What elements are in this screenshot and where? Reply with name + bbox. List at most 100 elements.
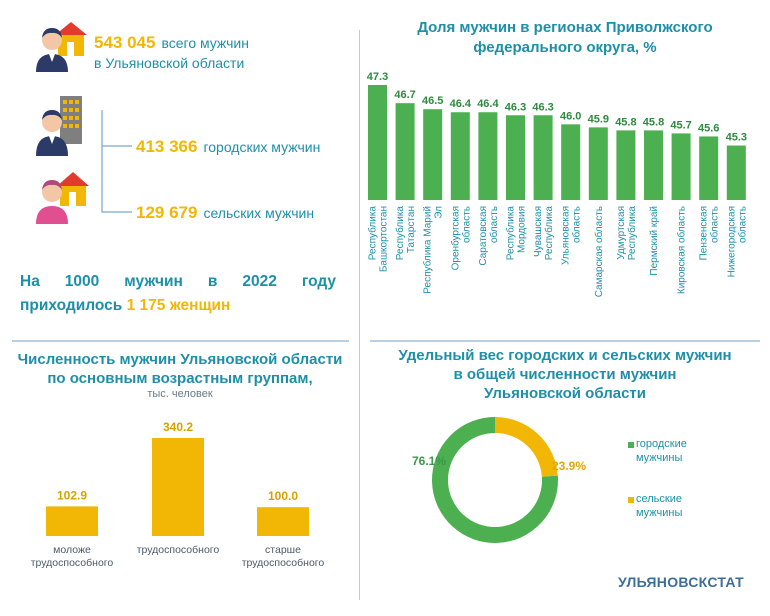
legend-rural: сельские мужчины — [636, 492, 682, 520]
region-category-label: Кировская область — [676, 206, 688, 294]
region-bar — [478, 112, 498, 200]
age-bar-chart: 102.9 моложе трудоспособного 340.2 трудоспос… — [31, 420, 325, 569]
women-ratio-statement: На 1000 мужчин в 2022 году приходилось 1… — [20, 270, 336, 318]
ratio-value: 1 175 женщин — [126, 297, 231, 314]
region-bar — [368, 85, 387, 200]
legend-urban: городские мужчины — [636, 437, 687, 465]
region-bar — [699, 136, 719, 200]
man-building-icon — [36, 96, 82, 156]
region-category-label: Самарская область — [593, 206, 605, 297]
region-category-label: Удмуртская Республика — [616, 206, 638, 261]
region-category-label: Республика Марий Эл — [422, 206, 445, 294]
region-category-label: Пермский край — [649, 206, 660, 276]
region-category-label: Оренбургская область — [449, 206, 472, 270]
region-bar — [506, 115, 525, 200]
region-category-line: Кировская область — [676, 206, 688, 294]
region-category-label: Республика Мордовия — [505, 206, 528, 261]
region-category-line: область — [460, 206, 472, 243]
age-category-label: старше — [265, 544, 301, 556]
legend-urban-line-2: мужчины — [636, 452, 683, 464]
donut-slice — [432, 417, 558, 543]
region-value-label: 45.3 — [726, 132, 747, 144]
region-category-line: область — [571, 206, 583, 243]
age-bar — [257, 507, 309, 536]
region-category-line: Нижегородская — [726, 206, 737, 277]
age-chart-title: Численность мужчин Ульяновской области п… — [0, 350, 360, 388]
rural-men-number: 129 679 — [136, 203, 198, 222]
region-category-line: Саратовская — [478, 206, 489, 266]
region-value-label: 46.3 — [505, 101, 526, 113]
region-category-label: Ульяновская область — [561, 206, 583, 265]
urban-men-text: городских мужчин — [203, 139, 321, 155]
region-bar — [726, 145, 746, 200]
region-value-label: 46.4 — [477, 98, 499, 110]
age-value-label: 102.9 — [57, 488, 87, 502]
region-category-line: область — [736, 206, 748, 243]
region-bar — [423, 109, 443, 200]
region-category-line: Чувашская — [533, 206, 544, 257]
share-title-line-1: Удельный вес городских и сельских мужчин — [398, 347, 732, 364]
region-category-label: Республика Башкортостан — [367, 206, 390, 273]
man-house-icon — [36, 22, 87, 72]
age-title-line-1: Численность мужчин Ульяновской области — [17, 351, 343, 368]
rosstat-footer-logo: УЛЬЯНОВСКСТАТ — [618, 574, 744, 590]
legend-urban-swatch — [628, 442, 634, 448]
total-men-line-2: в Ульяновской области — [94, 55, 244, 71]
region-bar — [533, 115, 553, 200]
region-category-line: Республика — [394, 206, 406, 261]
total-men-number: 543 045 — [94, 33, 156, 52]
region-bar — [395, 103, 415, 200]
regions-title-line-1: Доля мужчин в регионах Приволжского — [417, 19, 713, 36]
rural-men-text: сельских мужчин — [203, 205, 315, 221]
total-men-line: 543 045 всего мужчин — [94, 33, 249, 53]
region-value-label: 46.3 — [532, 101, 553, 113]
urban-men-line: 413 366 городских мужчин — [136, 137, 320, 157]
age-category-label: трудоспособного — [137, 544, 220, 556]
region-bar — [450, 112, 470, 200]
total-men-region: в Ульяновской области — [94, 55, 245, 71]
age-value-label: 340.2 — [163, 420, 193, 434]
donut-urban-label: 76.1% — [412, 454, 446, 468]
region-value-label: 46.0 — [560, 110, 581, 122]
region-category-line: Оренбургская — [449, 206, 461, 270]
legend-rural-line-2: мужчины — [636, 507, 683, 519]
man-cottage-icon — [36, 172, 89, 224]
right-divider — [370, 340, 760, 342]
region-value-label: 46.4 — [450, 98, 472, 110]
region-category-line: Республика Марий — [422, 206, 434, 294]
regions-chart-title: Доля мужчин в регионах Приволжского феде… — [400, 18, 730, 58]
region-value-label: 45.6 — [698, 122, 719, 134]
ratio-line-1: На 1000 мужчин в 2022 году — [20, 273, 336, 290]
age-title-line-2: по основным возрастным группам, — [47, 370, 313, 387]
region-value-label: 46.5 — [422, 95, 443, 107]
legend-urban-line-1: городские — [636, 438, 687, 450]
urban-men-number: 413 366 — [136, 137, 198, 156]
left-divider — [12, 340, 349, 342]
region-value-label: 45.8 — [643, 116, 664, 128]
region-category-line: Республика — [543, 206, 555, 261]
region-category-line: Башкортостан — [379, 206, 390, 272]
region-category-line: Удмуртская — [616, 206, 627, 260]
region-value-label: 47.3 — [367, 71, 388, 83]
region-bar — [671, 133, 691, 200]
region-category-label: Саратовская область — [478, 206, 500, 266]
region-value-label: 45.7 — [670, 119, 691, 131]
vertical-divider — [359, 30, 360, 600]
age-category-label: трудоспособного — [242, 557, 325, 569]
regions-title-line-2: федерального округа, % — [473, 39, 657, 56]
age-chart-unit: тыс. человек — [147, 388, 213, 400]
share-donut-chart: 76.1% 23.9% — [412, 417, 586, 543]
donut-rural-label: 23.9% — [552, 459, 586, 473]
total-men-text: всего мужчин — [161, 35, 249, 51]
region-category-line: Ульяновская — [561, 206, 572, 265]
share-title-line-3: Ульяновской области — [484, 385, 646, 402]
legend-rural-swatch — [628, 497, 634, 503]
region-category-line: Республика — [505, 206, 517, 261]
region-category-line: Пермский край — [649, 206, 660, 276]
region-bar — [616, 130, 636, 200]
age-category-label: моложе — [53, 544, 91, 556]
legend-rural-line-1: сельские — [636, 493, 682, 505]
region-category-line: область — [488, 206, 500, 243]
region-bar — [561, 124, 581, 200]
